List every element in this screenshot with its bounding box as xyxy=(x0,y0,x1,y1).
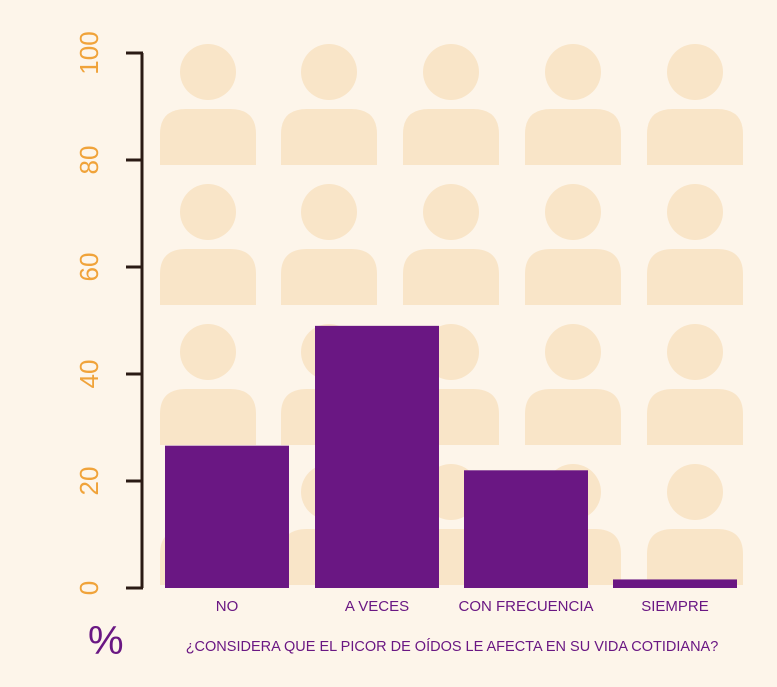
x-tick-label: CON FRECUENCIA xyxy=(458,598,593,615)
bars xyxy=(165,325,737,588)
person-icon xyxy=(647,324,743,445)
bar-con-frecuencia xyxy=(464,470,588,588)
y-tick-label: 40 xyxy=(74,360,104,389)
y-tick-label: 20 xyxy=(74,467,104,496)
bar-siempre xyxy=(613,579,737,588)
x-tick-label: SIEMPRE xyxy=(641,598,709,615)
person-icon xyxy=(160,184,256,305)
y-axis-unit: % xyxy=(88,619,124,663)
bar-no xyxy=(165,445,289,588)
y-tick-label: 80 xyxy=(74,146,104,175)
y-tick-label: 100 xyxy=(74,31,104,74)
person-icon xyxy=(160,44,256,165)
y-tick-labels: 0 20 40 60 80 100 xyxy=(74,31,104,595)
person-icon xyxy=(647,464,743,585)
person-icon xyxy=(403,44,499,165)
chart-title: ¿CONSIDERA QUE EL PICOR DE OÍDOS LE AFEC… xyxy=(186,638,719,655)
person-icon xyxy=(647,184,743,305)
y-axis xyxy=(126,51,144,590)
y-tick-label: 0 xyxy=(74,581,104,595)
person-icon xyxy=(160,324,256,445)
bar-a-veces xyxy=(315,325,439,588)
x-tick-labels: NO A VECES CON FRECUENCIA SIEMPRE xyxy=(216,598,709,615)
person-icon xyxy=(281,44,377,165)
y-tick-label: 60 xyxy=(74,253,104,282)
x-tick-label: A VECES xyxy=(345,598,409,615)
person-icon xyxy=(525,184,621,305)
person-icon xyxy=(525,44,621,165)
person-icon xyxy=(403,184,499,305)
x-tick-label: NO xyxy=(216,598,239,615)
person-icon xyxy=(281,184,377,305)
person-icon xyxy=(525,324,621,445)
person-icon xyxy=(647,44,743,165)
